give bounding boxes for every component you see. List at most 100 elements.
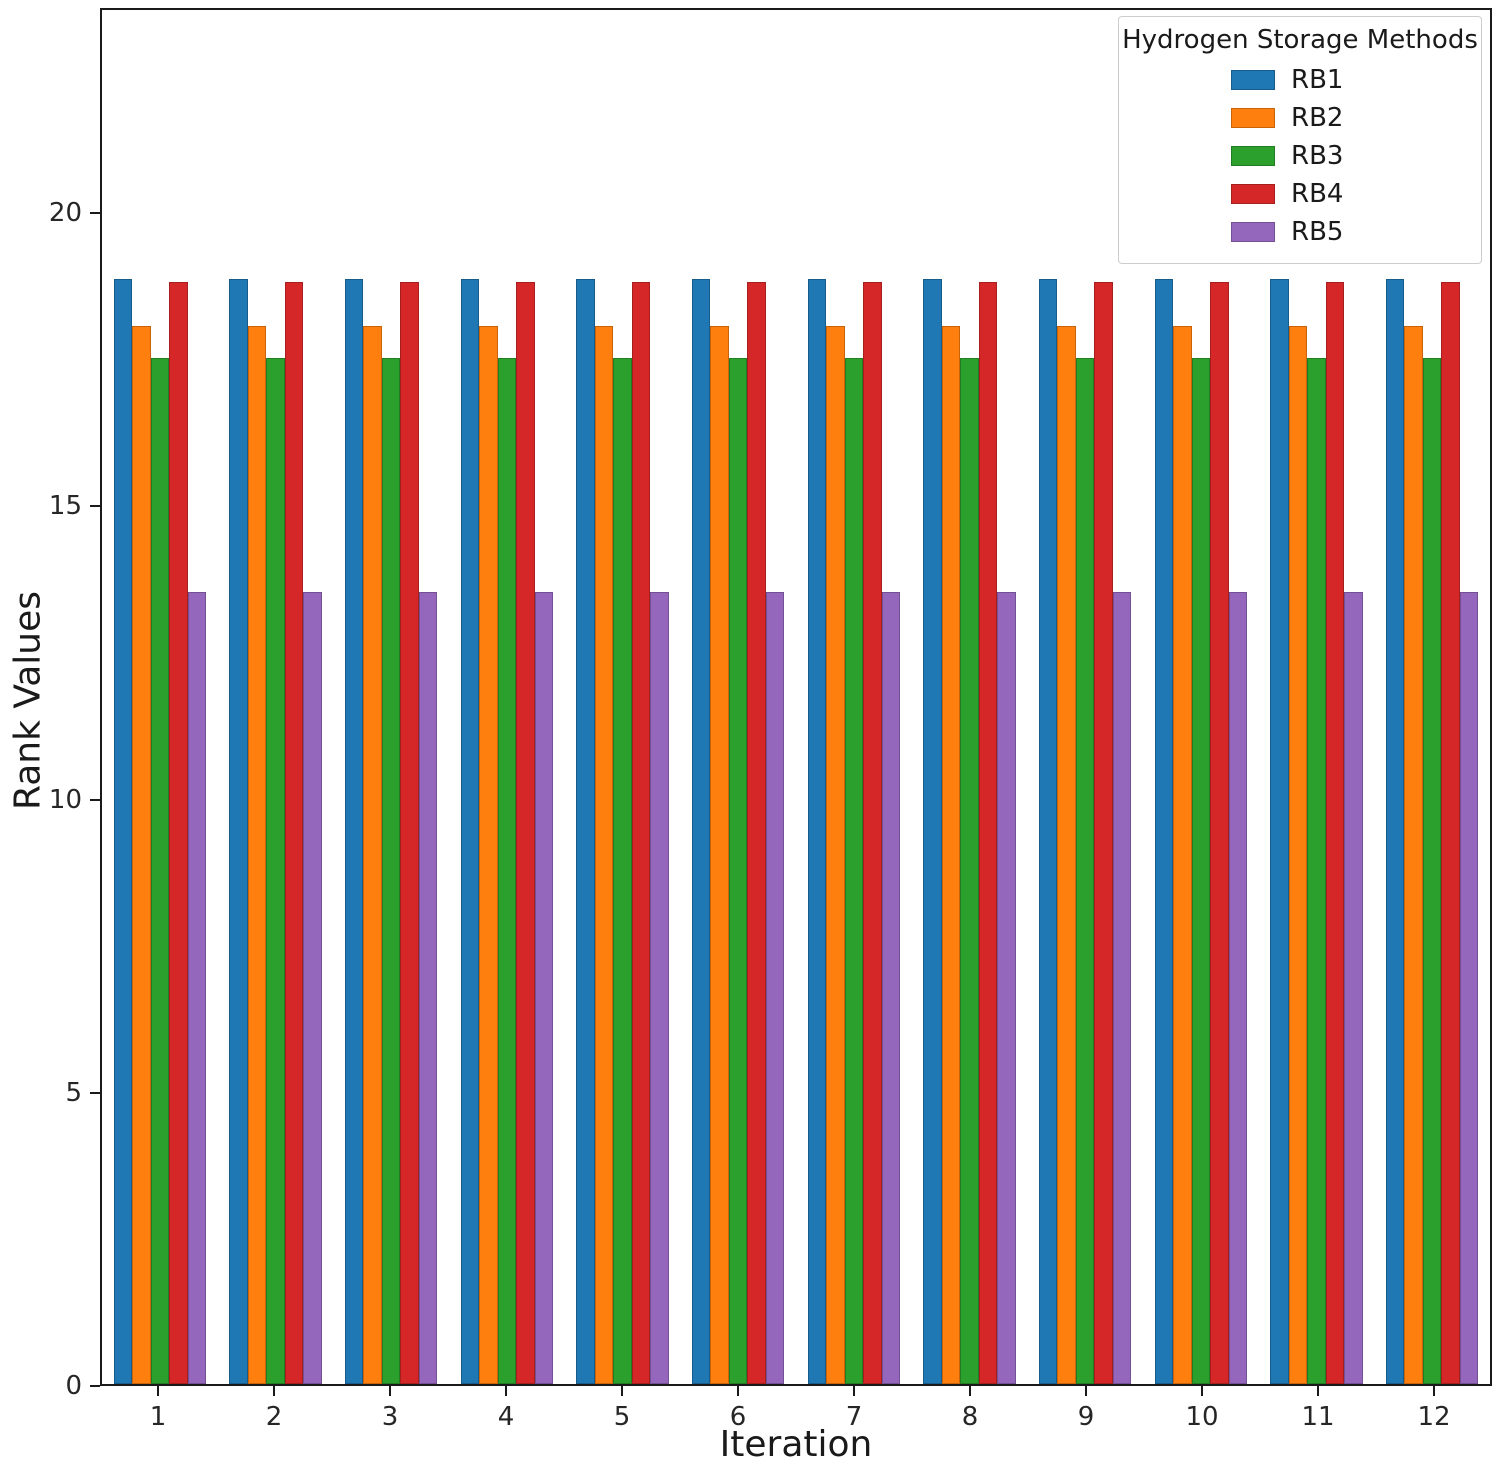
bar-rb4-iter-9 (1094, 281, 1113, 1384)
bar-rb2-iter-6 (710, 325, 729, 1384)
bar-rb1-iter-3 (344, 278, 364, 1384)
bar-rb4-iter-8 (978, 281, 998, 1384)
x-tick-label-7: 7 (845, 1402, 863, 1432)
legend-label-rb1: RB1 (1291, 65, 1344, 95)
legend-item-rb3: RB3 (1119, 137, 1481, 175)
bar-rb2-iter-3 (363, 325, 382, 1384)
legend-swatch-rb5 (1231, 222, 1275, 242)
bar-rb2-iter-4 (479, 325, 498, 1384)
bar-rb2-iter-2 (247, 325, 267, 1384)
bar-group-iter-12 (1374, 10, 1490, 1384)
x-tick-5: 5 (564, 1386, 680, 1432)
legend-label-rb5: RB5 (1291, 217, 1344, 247)
bar-rb4-iter-6 (747, 281, 766, 1384)
bar-group-iter-11 (1259, 10, 1375, 1384)
bar-rb5-iter-4 (534, 591, 554, 1384)
x-tick-label-11: 11 (1301, 1402, 1335, 1432)
plot-area: Hydrogen Storage Methods RB1 RB2 RB3 RB4 RB5 (100, 8, 1492, 1386)
bar-rb3-iter-2 (266, 357, 285, 1384)
x-axis-ticks: 1 2 3 4 5 6 7 8 9 10 11 12 (100, 1386, 1492, 1432)
bar-group-iter-9 (1027, 10, 1143, 1384)
y-tick-label-10: 10 (48, 784, 82, 815)
x-tick-mark-11 (1317, 1386, 1319, 1396)
bar-rb4-iter-1 (169, 281, 188, 1384)
x-tick-9: 9 (1028, 1386, 1144, 1432)
x-tick-10: 10 (1144, 1386, 1260, 1432)
bar-rb1-iter-5 (576, 278, 595, 1384)
bar-rb1-iter-4 (460, 278, 480, 1384)
y-tick-mark-10 (90, 798, 100, 801)
bar-rb5-iter-11 (1344, 591, 1363, 1384)
bar-group-iter-4 (449, 10, 565, 1384)
y-axis-label: Rank Values (7, 591, 49, 811)
x-tick-label-6: 6 (729, 1402, 747, 1432)
legend-swatch-rb2 (1231, 108, 1275, 128)
bar-rb2-iter-11 (1288, 325, 1308, 1384)
bar-rb1-iter-9 (1038, 278, 1058, 1384)
bar-rb1-iter-8 (923, 278, 942, 1384)
bar-rb3-iter-8 (960, 357, 979, 1384)
bar-rb4-iter-12 (1441, 281, 1460, 1384)
bar-rb3-iter-1 (150, 357, 170, 1384)
bar-rb4-iter-2 (284, 281, 304, 1384)
x-tick-mark-10 (1201, 1386, 1203, 1396)
bar-rb1-iter-12 (1385, 278, 1405, 1384)
y-tick-mark-0 (90, 1385, 100, 1387)
bar-rb3-iter-4 (497, 357, 517, 1384)
legend-item-rb5: RB5 (1119, 213, 1481, 251)
bar-rb5-iter-10 (1228, 591, 1248, 1384)
bar-rb5-iter-8 (997, 591, 1016, 1384)
bar-rb3-iter-5 (613, 357, 632, 1384)
bar-rb3-iter-10 (1191, 357, 1211, 1384)
bar-rb2-iter-7 (826, 325, 845, 1384)
bar-rb4-iter-5 (631, 281, 651, 1384)
x-tick-mark-8 (969, 1386, 971, 1396)
bar-group-iter-1 (102, 10, 218, 1384)
y-tick-mark-15 (90, 505, 100, 508)
bar-rb5-iter-2 (303, 591, 322, 1384)
bar-group-iter-6 (680, 10, 796, 1384)
x-tick-11: 11 (1260, 1386, 1376, 1432)
y-tick-mark-5 (90, 1091, 100, 1094)
bar-rb3-iter-3 (381, 357, 401, 1384)
bar-rb2-iter-12 (1404, 325, 1423, 1384)
legend-item-rb2: RB2 (1119, 99, 1481, 137)
x-tick-mark-4 (505, 1386, 507, 1396)
legend-title: Hydrogen Storage Methods (1122, 25, 1478, 55)
y-tick-mark-20 (90, 212, 100, 215)
x-tick-mark-3 (389, 1386, 391, 1396)
legend-item-rb1: RB1 (1119, 61, 1481, 99)
bar-rb1-iter-10 (1154, 278, 1174, 1384)
x-axis-label: Iteration (719, 1424, 873, 1465)
legend-items: RB1 RB2 RB3 RB4 RB5 (1119, 61, 1481, 251)
x-tick-7: 7 (796, 1386, 912, 1432)
x-tick-12: 12 (1376, 1386, 1492, 1432)
bar-rb3-iter-9 (1075, 357, 1095, 1384)
x-tick-mark-12 (1433, 1386, 1435, 1396)
bar-rb1-iter-11 (1270, 278, 1289, 1384)
x-tick-mark-6 (737, 1386, 739, 1396)
bar-rb2-iter-5 (594, 325, 614, 1384)
bar-rb3-iter-12 (1422, 357, 1442, 1384)
bar-rb2-iter-10 (1173, 325, 1192, 1384)
bar-rb5-iter-3 (418, 591, 438, 1384)
bar-rb2-iter-1 (132, 325, 151, 1384)
y-tick-label-0: 0 (65, 1371, 82, 1401)
y-tick-label-15: 15 (48, 491, 82, 522)
bar-rb5-iter-1 (187, 591, 207, 1384)
x-tick-1: 1 (100, 1386, 216, 1432)
bar-group-iter-3 (333, 10, 449, 1384)
bar-rb5-iter-5 (650, 591, 669, 1384)
x-tick-label-9: 9 (1077, 1402, 1095, 1432)
y-tick-label-5: 5 (65, 1077, 82, 1108)
bar-rb1-iter-2 (229, 278, 248, 1384)
bar-group-iter-7 (796, 10, 912, 1384)
x-tick-mark-1 (157, 1386, 159, 1396)
x-tick-mark-9 (1085, 1386, 1087, 1396)
x-tick-2: 2 (216, 1386, 332, 1432)
bar-rb1-iter-7 (807, 278, 827, 1384)
bar-rb4-iter-4 (516, 281, 535, 1384)
legend-label-rb3: RB3 (1291, 141, 1344, 171)
bar-rb5-iter-6 (765, 591, 785, 1384)
